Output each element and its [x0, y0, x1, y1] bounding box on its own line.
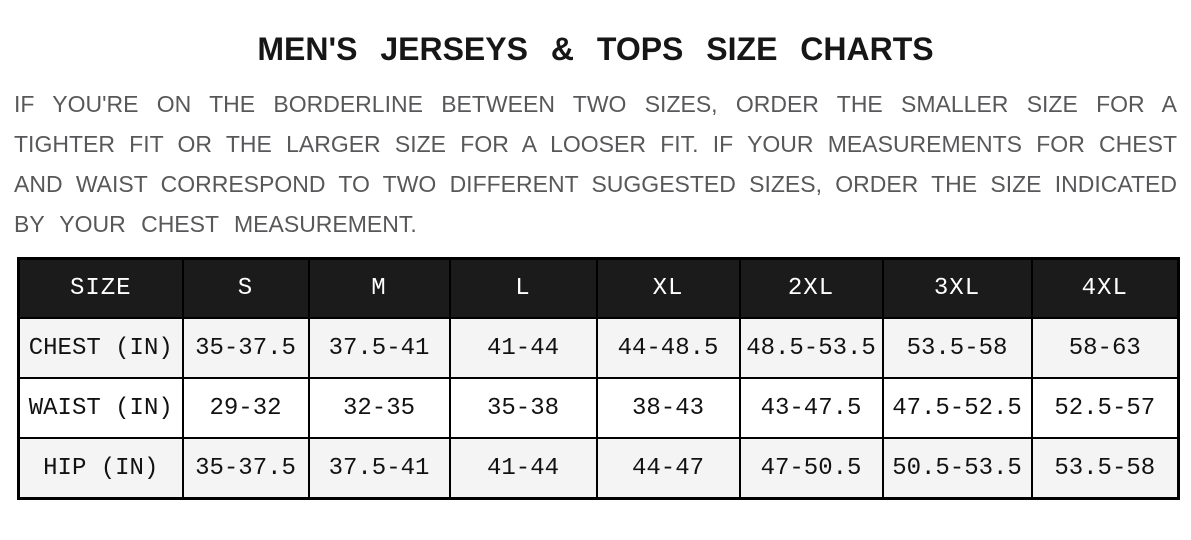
size-cell: 35-37.5	[181, 437, 310, 500]
intro-line-1: IF YOU'RE ON THE BORDERLINE BETWEEN TWO …	[14, 91, 1177, 117]
col-header-4xl: 4XL	[1030, 257, 1180, 319]
size-cell: 43-47.5	[738, 377, 884, 439]
size-chart-header: SIZE S M L XL 2XL 3XL 4XL	[17, 257, 1180, 319]
row-label-waist: WAIST (IN)	[17, 377, 184, 439]
row-label-chest: CHEST (IN)	[17, 317, 184, 379]
intro-line-2: TIGHTER FIT OR THE LARGER SIZE FOR A LOO…	[14, 131, 1177, 157]
size-chart-body: CHEST (IN) 35-37.5 37.5-41 41-44 44-48.5…	[17, 317, 1180, 500]
size-cell: 52.5-57	[1030, 377, 1180, 439]
size-cell: 37.5-41	[307, 317, 451, 379]
size-cell: 38-43	[595, 377, 741, 439]
row-label-hip: HIP (IN)	[17, 437, 184, 500]
table-row-hip: HIP (IN) 35-37.5 37.5-41 41-44 44-47 47-…	[17, 437, 1180, 500]
col-header-xl: XL	[595, 257, 741, 319]
header-row: SIZE S M L XL 2XL 3XL 4XL	[17, 257, 1180, 319]
intro-line-3: AND WAIST CORRESPOND TO TWO DIFFERENT SU…	[14, 171, 1177, 197]
size-cell: 41-44	[448, 317, 598, 379]
size-cell: 53.5-58	[881, 317, 1033, 379]
size-cell: 58-63	[1030, 317, 1180, 379]
size-cell: 37.5-41	[307, 437, 451, 500]
table-row-waist: WAIST (IN) 29-32 32-35 35-38 38-43 43-47…	[17, 377, 1180, 439]
page-title: MEN'S JERSEYS & TOPS SIZE CHARTS	[257, 31, 934, 67]
size-cell: 41-44	[448, 437, 598, 500]
size-cell: 48.5-53.5	[738, 317, 884, 379]
size-cell: 47.5-52.5	[881, 377, 1033, 439]
size-chart-table: SIZE S M L XL 2XL 3XL 4XL CHEST (IN) 35-…	[17, 257, 1180, 500]
size-cell: 44-48.5	[595, 317, 741, 379]
col-header-size: SIZE	[17, 257, 184, 319]
size-cell: 35-38	[448, 377, 598, 439]
col-header-s: S	[181, 257, 310, 319]
col-header-l: L	[448, 257, 598, 319]
col-header-3xl: 3XL	[881, 257, 1033, 319]
col-header-m: M	[307, 257, 451, 319]
size-cell: 32-35	[307, 377, 451, 439]
intro-paragraph: IF YOU'RE ON THE BORDERLINE BETWEEN TWO …	[14, 84, 1177, 244]
table-row-chest: CHEST (IN) 35-37.5 37.5-41 41-44 44-48.5…	[17, 317, 1180, 379]
intro-line-4: BY YOUR CHEST MEASUREMENT.	[14, 211, 417, 237]
size-cell: 29-32	[181, 377, 310, 439]
size-cell: 35-37.5	[181, 317, 310, 379]
size-cell: 44-47	[595, 437, 741, 500]
size-cell: 47-50.5	[738, 437, 884, 500]
size-cell: 50.5-53.5	[881, 437, 1033, 500]
size-chart-page: MEN'S JERSEYS & TOPS SIZE CHARTS IF YOU'…	[0, 30, 1191, 540]
size-cell: 53.5-58	[1030, 437, 1180, 500]
col-header-2xl: 2XL	[738, 257, 884, 319]
